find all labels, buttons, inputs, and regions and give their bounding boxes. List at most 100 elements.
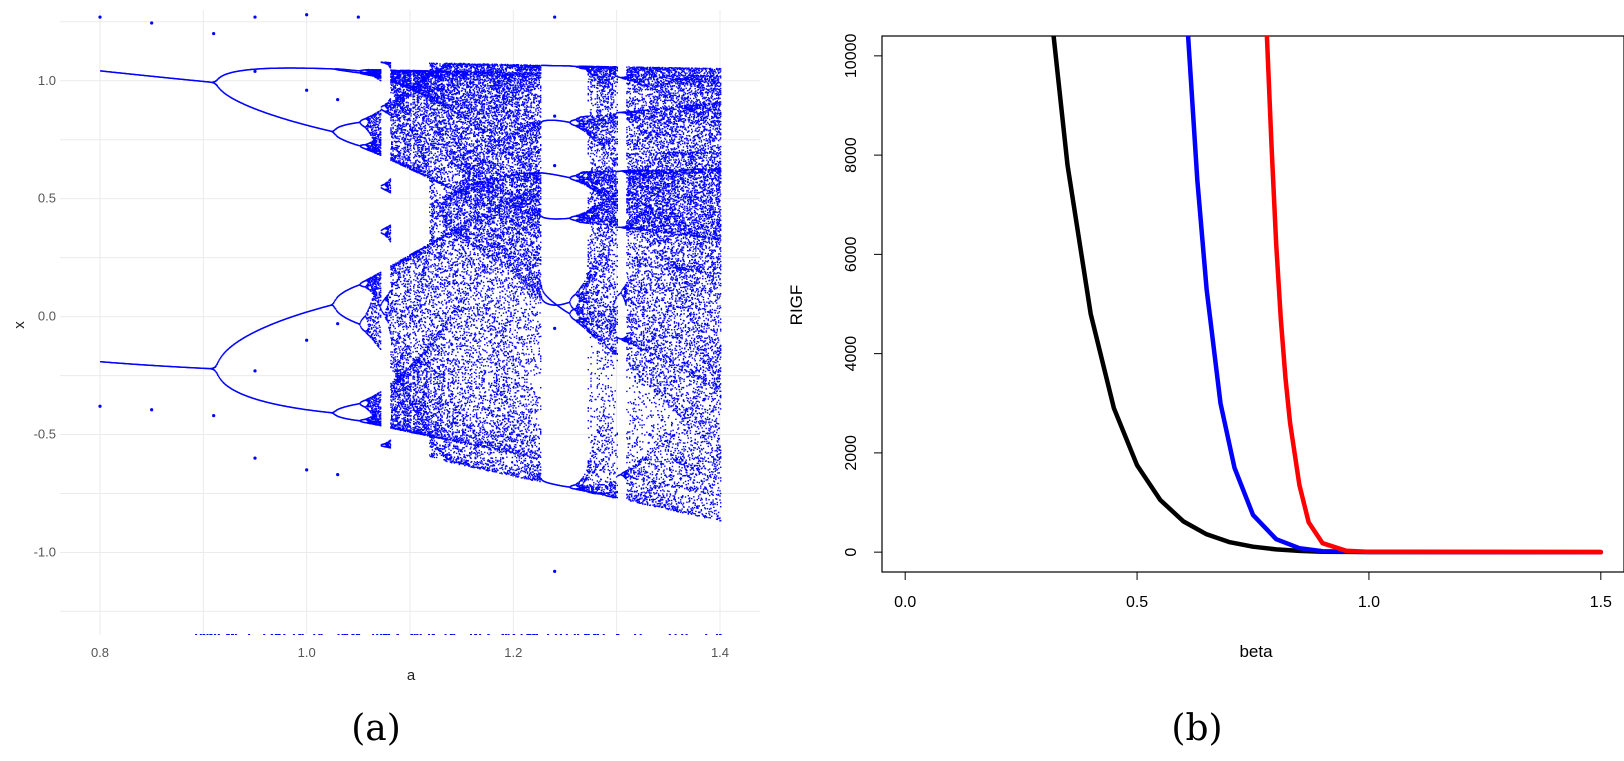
panel-a-point	[372, 309, 373, 310]
panel-a-point	[379, 116, 380, 117]
panel-a-point	[375, 139, 376, 140]
panel-a-point	[392, 342, 393, 343]
panel-a-point	[380, 292, 381, 293]
panel-a-point	[376, 308, 377, 309]
panel-a-point	[388, 107, 389, 108]
panel-a-point	[370, 316, 371, 317]
panel-a-point	[391, 344, 392, 345]
panel-a-point	[395, 122, 396, 123]
panel-a-point	[392, 310, 393, 311]
panel-a-point	[390, 83, 391, 84]
panel-a-point	[389, 105, 390, 106]
panel-a-point	[391, 124, 392, 125]
panel-a-point	[392, 144, 393, 145]
panel-a-point	[388, 444, 389, 445]
panel-a-point	[376, 295, 377, 296]
panel-a-point	[390, 241, 391, 242]
panel-a-point	[376, 130, 377, 131]
panel-a-point	[390, 407, 391, 408]
panel-a-point	[370, 146, 371, 147]
panel-a-point	[392, 325, 393, 326]
panel-a-point	[375, 404, 376, 405]
panel-a-point	[376, 408, 377, 409]
panel-a-point	[370, 125, 371, 126]
panel-a-point	[390, 307, 391, 308]
panel-a-point	[215, 366, 216, 367]
panel-a-point	[372, 406, 373, 407]
panel-a-point	[388, 237, 389, 238]
panel-a-point	[374, 119, 375, 120]
panel-a-point	[393, 339, 394, 340]
panel-a-point	[390, 130, 391, 131]
panel-a-point	[377, 121, 378, 122]
panel-a-point	[376, 331, 377, 332]
panel-a-point	[370, 291, 371, 292]
panel-a-point	[380, 394, 381, 395]
panel-a-point	[380, 143, 381, 144]
panel-a-point	[395, 359, 396, 360]
panel-a-point	[392, 406, 393, 407]
panel-a-point	[392, 290, 393, 291]
panel-a-point	[393, 362, 394, 363]
panel-a-point	[390, 311, 391, 312]
panel-a-point	[377, 138, 378, 139]
panel-a-point	[370, 134, 371, 135]
panel-a-point	[390, 446, 391, 447]
panel-a-point	[365, 316, 366, 317]
panel-a-point	[390, 129, 391, 130]
panel-a-point	[372, 403, 373, 404]
panel-a-point	[372, 286, 373, 287]
panel-a-point	[370, 406, 371, 407]
panel-a-point	[395, 85, 396, 86]
panel-a-point	[372, 284, 373, 285]
panel-a-point	[334, 301, 335, 302]
panel-a-point	[392, 370, 393, 371]
panel-a-point	[372, 122, 373, 123]
panel-a-point	[380, 407, 381, 408]
panel-a-point	[390, 354, 391, 355]
panel-a-point	[390, 351, 391, 352]
panel-a-point	[393, 344, 394, 345]
panel-a-point	[378, 313, 379, 314]
panel-a-point	[376, 341, 377, 342]
panel-a-point	[376, 275, 377, 276]
panel-a-point	[375, 316, 376, 317]
panel-a-point	[394, 345, 395, 346]
panel-a-point	[360, 321, 361, 322]
panel-a-point	[376, 144, 377, 145]
panel-a-point	[393, 424, 394, 425]
panel-a-point	[391, 417, 392, 418]
panel-a-point	[375, 343, 376, 344]
panel-a-point	[395, 116, 396, 117]
panel-a-point	[392, 128, 393, 129]
panel-a-point	[394, 295, 395, 296]
panel-a-point	[392, 405, 393, 406]
panel-a-point	[390, 290, 391, 291]
panel-a-point	[370, 397, 371, 398]
panel-a-point	[376, 305, 377, 306]
panel-a-point	[376, 114, 377, 115]
panel-a-point	[390, 92, 391, 93]
panel-a-point	[378, 314, 379, 315]
panel-a-point	[372, 287, 373, 288]
panel-a-point	[375, 134, 376, 135]
panel-a-point	[378, 304, 379, 305]
panel-a-point	[392, 416, 393, 417]
panel-a-point	[377, 288, 378, 289]
panel-a-point	[394, 309, 395, 310]
panel-a-point	[381, 309, 382, 310]
panel-a-point	[375, 304, 376, 305]
panel-a-point	[392, 150, 393, 151]
panel-a-point	[373, 291, 374, 292]
panel-a-point	[370, 284, 371, 285]
panel-a-point	[376, 398, 377, 399]
panel-a-point	[393, 399, 394, 400]
panel-a-point	[393, 87, 394, 88]
panel-a-point	[377, 328, 378, 329]
panel-a-point	[390, 230, 391, 231]
panel-a-point	[378, 136, 379, 137]
panel-a-point	[395, 401, 396, 402]
panel-a-point	[392, 383, 393, 384]
panel-a-point	[375, 282, 376, 283]
panel-a-point	[380, 127, 381, 128]
